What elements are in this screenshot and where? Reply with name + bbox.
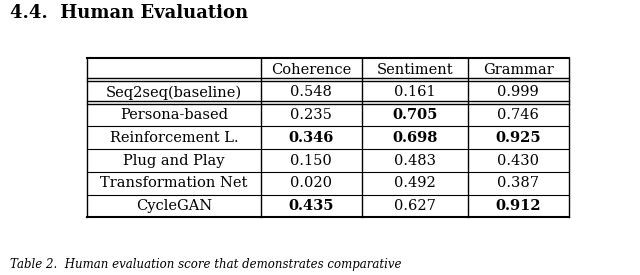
Text: 0.430: 0.430 <box>497 153 539 167</box>
Text: Persona-based: Persona-based <box>120 108 228 122</box>
Text: 0.150: 0.150 <box>291 153 332 167</box>
Text: 0.746: 0.746 <box>497 108 539 122</box>
Text: 0.435: 0.435 <box>289 199 334 213</box>
Text: Coherence: Coherence <box>271 63 351 77</box>
Text: 0.705: 0.705 <box>392 108 437 122</box>
Text: 0.698: 0.698 <box>392 131 437 145</box>
Text: 0.912: 0.912 <box>495 199 541 213</box>
Text: 0.548: 0.548 <box>290 86 332 100</box>
Text: 0.483: 0.483 <box>394 153 436 167</box>
Text: 4.4.  Human Evaluation: 4.4. Human Evaluation <box>10 4 248 22</box>
Text: CycleGAN: CycleGAN <box>136 199 212 213</box>
Text: Reinforcement L.: Reinforcement L. <box>109 131 238 145</box>
Text: Transformation Net: Transformation Net <box>100 176 248 190</box>
Text: Grammar: Grammar <box>483 63 554 77</box>
Text: 0.161: 0.161 <box>394 86 435 100</box>
Text: 0.235: 0.235 <box>290 108 332 122</box>
Text: Sentiment: Sentiment <box>376 63 453 77</box>
Text: 0.925: 0.925 <box>495 131 541 145</box>
Text: 0.020: 0.020 <box>290 176 332 190</box>
Text: 0.999: 0.999 <box>497 86 539 100</box>
Text: Plug and Play: Plug and Play <box>124 153 225 167</box>
Text: 0.627: 0.627 <box>394 199 436 213</box>
Text: Table 2.  Human evaluation score that demonstrates comparative: Table 2. Human evaluation score that dem… <box>10 258 401 271</box>
Text: Seq2seq(baseline): Seq2seq(baseline) <box>106 85 242 100</box>
Text: 0.387: 0.387 <box>497 176 539 190</box>
Text: 0.346: 0.346 <box>289 131 334 145</box>
Text: 0.492: 0.492 <box>394 176 435 190</box>
